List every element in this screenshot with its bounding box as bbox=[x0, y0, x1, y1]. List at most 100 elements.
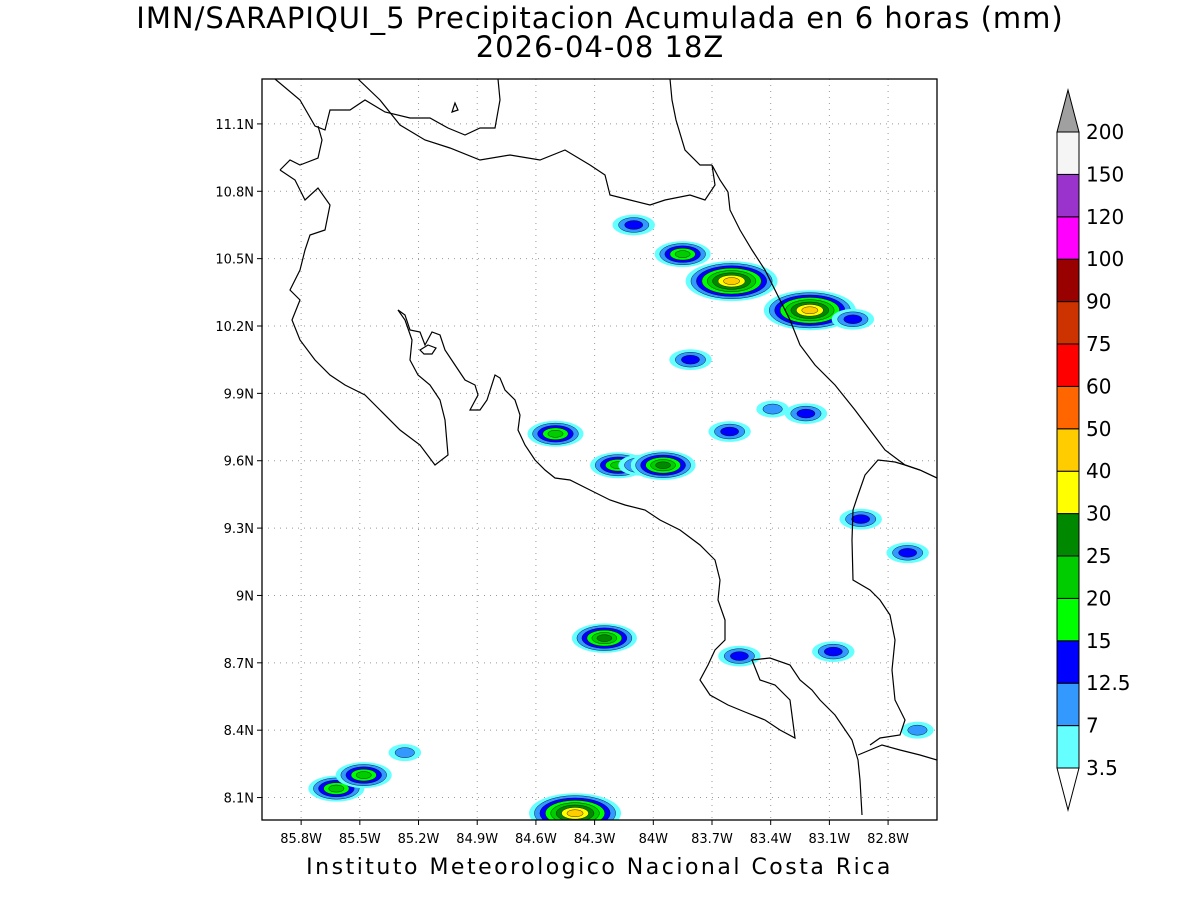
colorbar-label: 3.5 bbox=[1086, 756, 1118, 780]
colorbar-swatch bbox=[1056, 725, 1080, 769]
lon-tick-label: 85.2W bbox=[398, 832, 440, 847]
precip-cell bbox=[708, 421, 751, 442]
lon-tick-label: 85.8W bbox=[280, 832, 322, 847]
precip-cell bbox=[388, 744, 422, 762]
precip-cell bbox=[335, 762, 392, 789]
lon-tick-label: 85.5W bbox=[339, 832, 381, 847]
map-valid-time: 2026-04-08 18Z bbox=[475, 30, 725, 64]
coastline bbox=[274, 79, 937, 816]
precip-cell bbox=[831, 308, 875, 330]
northwest-border bbox=[279, 125, 323, 171]
precip-cell bbox=[839, 508, 882, 530]
colorbar-label: 25 bbox=[1086, 544, 1111, 568]
colorbar-label: 75 bbox=[1086, 332, 1111, 356]
caribbean-coast bbox=[727, 191, 937, 479]
precip-contour bbox=[898, 548, 917, 558]
precip-contour bbox=[796, 408, 816, 419]
colorbar-label: 15 bbox=[1086, 629, 1111, 653]
map-title: IMN/SARAPIQUI_5 Precipitacion Acumulada … bbox=[136, 1, 1064, 35]
colorbar-label: 30 bbox=[1086, 502, 1111, 526]
lat-tick-label: 10.8N bbox=[215, 185, 254, 200]
lat-tick-label: 9.6N bbox=[224, 455, 254, 470]
colorbar-swatch bbox=[1056, 640, 1080, 684]
precip-contour bbox=[851, 514, 871, 524]
chira-island bbox=[419, 344, 437, 355]
nicaragua-coast-north bbox=[274, 79, 501, 136]
lat-tick-label: 9N bbox=[236, 589, 254, 604]
lat-tick-label: 10.5N bbox=[215, 253, 254, 268]
lon-tick-label: 84W bbox=[639, 832, 669, 847]
precip-cell bbox=[756, 400, 789, 418]
axis-ticks: 11.1N 10.8N 10.5N 10.2N 9.9N 9.6N 9.3N 9N 8.7N 8.… bbox=[215, 118, 909, 847]
colorbar-swatch bbox=[1056, 173, 1080, 218]
colorbar-label: 50 bbox=[1086, 417, 1111, 441]
lat-tick-label: 11.1N bbox=[215, 118, 254, 133]
precip-contour bbox=[801, 306, 819, 315]
colorbar-swatch bbox=[1056, 428, 1080, 472]
precip-cell bbox=[529, 793, 622, 820]
lake-shore bbox=[357, 79, 729, 206]
precip-contour bbox=[394, 747, 415, 758]
colorbar-swatch bbox=[1056, 597, 1080, 642]
colorbar-label: 200 bbox=[1086, 120, 1124, 144]
lat-tick-label: 9.3N bbox=[224, 522, 254, 537]
colorbar: 3.5 7 12.5 15 20 25 30 40 50 60 75 90 100 120 150 200 bbox=[1056, 88, 1131, 812]
precip-cell bbox=[812, 641, 855, 662]
precip-contour bbox=[674, 250, 691, 258]
lat-lon-grid bbox=[262, 79, 937, 820]
colorbar-swatch bbox=[1056, 682, 1080, 727]
colorbar-label: 12.5 bbox=[1086, 671, 1131, 695]
precip-cell bbox=[612, 214, 655, 236]
costa-rica-panama-pacific bbox=[857, 744, 937, 761]
precip-cell bbox=[718, 645, 761, 667]
colorbar-label: 7 bbox=[1086, 714, 1099, 738]
colorbar-swatch bbox=[1056, 131, 1080, 175]
lat-tick-label: 8.7N bbox=[224, 657, 254, 672]
colorbar-swatch bbox=[1056, 470, 1080, 515]
precip-contour bbox=[681, 355, 700, 365]
precip-contour bbox=[328, 784, 345, 793]
bocas-island bbox=[451, 101, 459, 113]
precip-cell bbox=[654, 241, 711, 268]
precip-cell bbox=[527, 420, 584, 447]
precip-cell bbox=[571, 623, 637, 653]
colorbar-label: 40 bbox=[1086, 459, 1111, 483]
precip-cell bbox=[630, 450, 696, 480]
colorbar-label: 120 bbox=[1086, 205, 1124, 229]
precip-cell bbox=[784, 403, 828, 424]
colorbar-swatch bbox=[1056, 343, 1080, 387]
guanacaste-coast bbox=[279, 169, 449, 466]
lon-tick-label: 82.8W bbox=[867, 832, 909, 847]
colorbar-over-arrow bbox=[1056, 88, 1080, 133]
lat-tick-label: 8.4N bbox=[224, 724, 254, 739]
colorbar-label: 60 bbox=[1086, 374, 1111, 398]
colorbar-swatch bbox=[1056, 385, 1080, 430]
precip-contour bbox=[596, 634, 613, 642]
precip-contour bbox=[566, 809, 584, 817]
precip-cell bbox=[685, 261, 778, 302]
colorbar-label: 100 bbox=[1086, 247, 1124, 271]
map-frame bbox=[261, 78, 938, 821]
precip-contour bbox=[547, 430, 564, 438]
precipitation-field bbox=[308, 214, 934, 820]
lat-tick-label: 8.1N bbox=[224, 792, 254, 807]
precip-contour bbox=[355, 771, 372, 779]
colorbar-under-arrow bbox=[1056, 767, 1080, 812]
precip-contour bbox=[843, 314, 863, 324]
precip-contour bbox=[723, 277, 740, 285]
lon-tick-label: 83.4W bbox=[750, 832, 792, 847]
precip-cell bbox=[669, 349, 712, 371]
footer-credit: Instituto Meteorologico Nacional Costa R… bbox=[306, 855, 893, 880]
precip-contour bbox=[720, 426, 739, 437]
nicaragua-east-coast bbox=[669, 79, 712, 166]
precip-contour bbox=[823, 646, 843, 657]
colorbar-label: 20 bbox=[1086, 586, 1111, 610]
lon-tick-label: 84.9W bbox=[456, 832, 498, 847]
lat-tick-label: 10.2N bbox=[215, 320, 254, 335]
precip-contour bbox=[624, 220, 644, 230]
precip-cell bbox=[901, 721, 934, 739]
precip-contour bbox=[655, 461, 671, 469]
lon-tick-label: 84.3W bbox=[574, 832, 616, 847]
colorbar-swatch bbox=[1056, 513, 1080, 557]
